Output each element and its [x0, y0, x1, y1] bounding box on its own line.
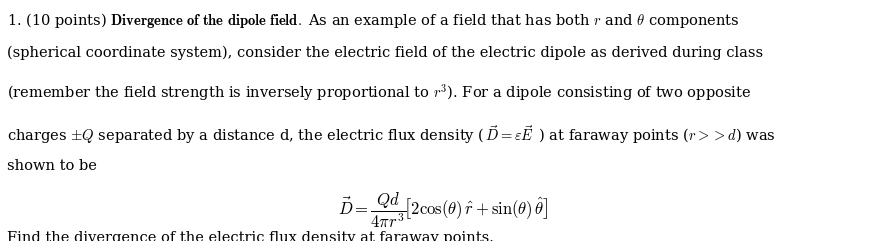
Text: (spherical coordinate system), consider the electric field of the electric dipol: (spherical coordinate system), consider …: [7, 46, 762, 60]
Text: shown to be: shown to be: [7, 159, 97, 173]
Text: (remember the field strength is inversely proportional to $r^3$). For a dipole c: (remember the field strength is inversel…: [7, 82, 750, 103]
Text: charges $\pm Q$ separated by a distance d, the electric flux density ($\,\vec{D}: charges $\pm Q$ separated by a distance …: [7, 123, 775, 146]
Text: 1. (10 points) $\bf{Divergence\ of\ the\ dipole\ field.}$ As an example of a fie: 1. (10 points) $\bf{Divergence\ of\ the\…: [7, 11, 739, 30]
Text: $\vec{D} = \dfrac{Qd}{4\pi r^3}\!\left[2\cos(\theta)\,\hat{r} + \sin(\theta)\,\h: $\vec{D} = \dfrac{Qd}{4\pi r^3}\!\left[2…: [338, 190, 548, 230]
Text: Find the divergence of the electric flux density at faraway points.: Find the divergence of the electric flux…: [7, 231, 494, 241]
